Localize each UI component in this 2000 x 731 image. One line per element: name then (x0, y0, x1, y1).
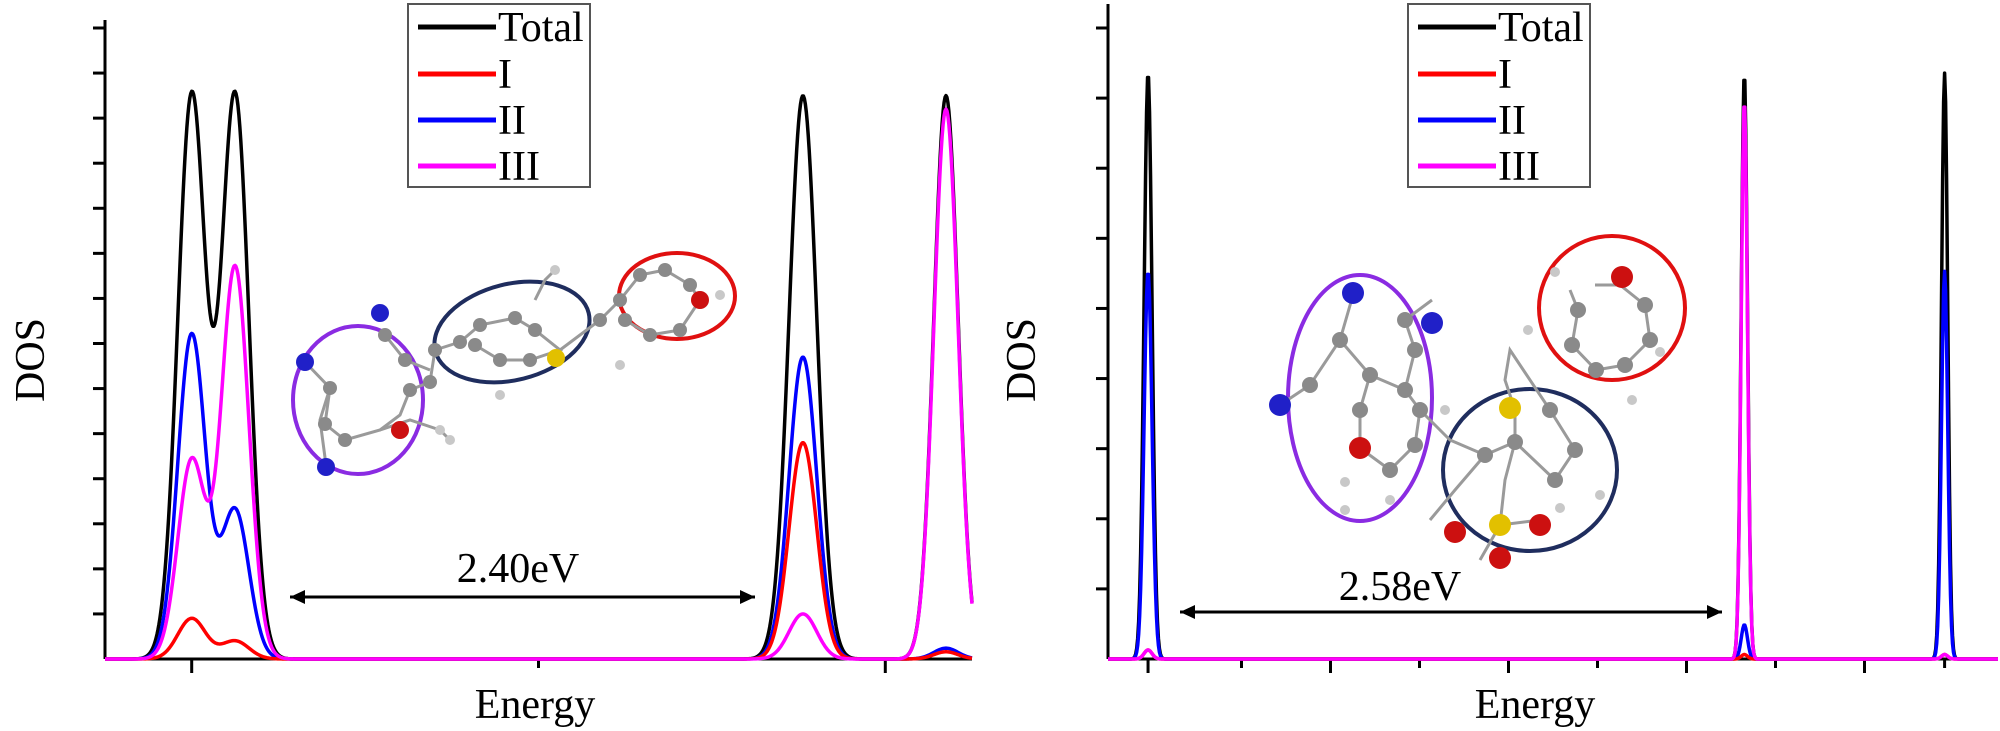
right-molecule-image (1269, 234, 1687, 569)
atom-s-2 (1489, 514, 1511, 536)
carbon-atoms (1302, 297, 1658, 488)
molecule-bonds (303, 268, 702, 466)
right-panel: Total I II III 2.58eV Energy DOS (999, 3, 1999, 728)
right-gap-annotation: 2.58eV (1180, 564, 1722, 619)
left-legend: Total I II III (407, 3, 591, 190)
left-legend-box (407, 3, 591, 188)
left-legend-label-total: Total (498, 5, 584, 51)
left-molecule-image (291, 251, 737, 476)
atom-o-2 (1444, 521, 1466, 543)
right-ticks (1096, 26, 1947, 673)
atom-s-1 (547, 349, 565, 367)
atom-o-1 (1349, 437, 1371, 459)
atom-n-3 (1421, 312, 1443, 334)
fragment-III-ring (291, 324, 425, 476)
atom-o-5 (1611, 266, 1633, 288)
atom-o-2 (691, 291, 709, 309)
fragment-I-ring (1537, 234, 1687, 382)
molecule-bonds (1279, 283, 1652, 561)
left-gap-arrowhead-start (290, 590, 305, 604)
left-y-axis-title: DOS (8, 318, 54, 402)
right-gap-label: 2.58eV (1339, 564, 1461, 610)
atom-o-4 (1489, 547, 1511, 569)
atom-s-1 (1499, 397, 1521, 419)
right-gap-arrowhead-start (1180, 605, 1195, 619)
atom-n-2 (296, 353, 314, 371)
molecule-atoms (296, 263, 725, 476)
left-series-iii-line (104, 107, 974, 661)
right-y-axis-title: DOS (999, 318, 1045, 402)
left-curves (104, 89, 974, 661)
left-legend-label-iii: III (498, 144, 540, 190)
right-series-iii-line (1107, 105, 1999, 661)
atom-n-2 (1269, 394, 1291, 416)
fragment-II-ring (432, 279, 592, 385)
right-legend-label-i: I (1498, 52, 1512, 98)
right-curves (1107, 71, 1999, 661)
right-legend-box (1407, 3, 1591, 188)
left-series-ii-line (104, 331, 973, 661)
hydrogen-atoms (1340, 267, 1665, 515)
left-panel: Total I II III 2.40eV Energy DOS (8, 3, 974, 728)
right-series-ii-line (1107, 269, 1999, 661)
left-gap-arrowhead-end (740, 590, 755, 604)
left-gap-annotation: 2.40eV (290, 546, 755, 604)
left-legend-label-ii: II (498, 98, 526, 144)
right-legend-label-total: Total (1498, 5, 1584, 51)
atom-n-1 (371, 304, 389, 322)
left-gap-label: 2.40eV (457, 546, 579, 592)
left-legend-label-i: I (498, 52, 512, 98)
atom-n-3 (317, 458, 335, 476)
hydrogen-atoms (435, 265, 725, 445)
atom-n-1 (1342, 282, 1364, 304)
right-legend-label-ii: II (1498, 98, 1526, 144)
fragment-II-ring (1441, 387, 1619, 553)
right-gap-arrowhead-end (1707, 605, 1722, 619)
atom-o-1 (391, 421, 409, 439)
left-x-axis-title: Energy (475, 682, 596, 728)
atom-o-3 (1529, 514, 1551, 536)
right-legend-label-iii: III (1498, 144, 1540, 190)
left-ticks (93, 26, 887, 673)
molecule-atoms (1269, 266, 1665, 569)
carbon-atoms (318, 263, 697, 447)
right-legend: Total I II III (1407, 3, 1591, 190)
right-x-axis-title: Energy (1475, 682, 1596, 728)
